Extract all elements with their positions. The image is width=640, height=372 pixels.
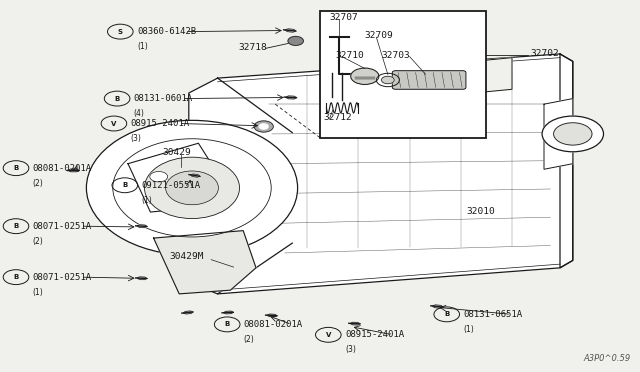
Circle shape [288,36,303,45]
Bar [320,11,486,138]
Circle shape [351,68,379,84]
Polygon shape [137,225,147,228]
Text: 09121-0551A: 09121-0551A [141,181,200,190]
Text: (1): (1) [33,288,44,296]
Polygon shape [68,169,79,172]
Polygon shape [474,58,512,93]
Text: 08081-0201A: 08081-0201A [33,164,92,173]
Text: (2): (2) [33,237,44,246]
Circle shape [376,73,399,87]
Polygon shape [350,322,360,325]
Text: (4): (4) [134,109,145,118]
Circle shape [381,76,394,84]
Text: 08081-0201A: 08081-0201A [244,320,303,329]
Polygon shape [285,96,297,99]
Text: 08131-0651A: 08131-0651A [463,310,522,319]
Polygon shape [223,311,234,314]
Polygon shape [544,99,573,169]
Text: B: B [13,223,19,229]
Circle shape [259,124,268,129]
Polygon shape [285,29,296,32]
Text: (2): (2) [33,179,44,187]
Text: 32702: 32702 [530,49,559,58]
Text: 08360-6142B: 08360-6142B [137,27,196,36]
Ellipse shape [145,157,239,219]
Text: V: V [111,121,116,126]
Polygon shape [183,311,193,314]
Text: 08915-2401A: 08915-2401A [345,330,404,339]
Polygon shape [432,305,444,308]
FancyBboxPatch shape [392,71,466,89]
Text: 32709: 32709 [365,31,394,40]
Text: 32712: 32712 [323,113,352,122]
Text: B: B [13,274,19,280]
Text: 32707: 32707 [330,13,358,22]
Text: V: V [326,332,331,338]
Text: (1): (1) [141,196,152,205]
Text: 32010: 32010 [466,207,495,216]
Text: 08071-0251A: 08071-0251A [33,222,92,231]
Circle shape [542,116,604,152]
Ellipse shape [166,171,218,205]
Text: S: S [118,29,123,35]
Polygon shape [267,314,277,317]
Text: 08915-2401A: 08915-2401A [131,119,189,128]
Text: (3): (3) [345,345,356,354]
Polygon shape [128,143,221,212]
Text: 30429M: 30429M [170,252,204,261]
Circle shape [554,123,592,145]
Text: (1): (1) [463,325,474,334]
Text: A3P0^0.59: A3P0^0.59 [583,355,630,363]
Polygon shape [154,231,256,294]
Text: 32710: 32710 [335,51,364,60]
Text: 32718: 32718 [239,43,268,52]
Polygon shape [190,174,200,177]
Text: B: B [444,311,449,317]
Text: B: B [225,321,230,327]
Text: 08071-0251A: 08071-0251A [33,273,92,282]
Text: 32703: 32703 [381,51,410,60]
Text: B: B [13,165,19,171]
Circle shape [150,171,168,182]
Polygon shape [137,277,147,280]
Text: 30429: 30429 [162,148,191,157]
Ellipse shape [113,139,271,237]
Text: (1): (1) [137,42,148,51]
Text: B: B [115,96,120,102]
Text: (3): (3) [131,134,141,143]
Text: B: B [122,182,127,188]
Circle shape [254,121,273,132]
Text: 08131-0601A: 08131-0601A [134,94,193,103]
Polygon shape [189,54,573,294]
Text: (2): (2) [244,335,255,344]
Ellipse shape [86,120,298,256]
